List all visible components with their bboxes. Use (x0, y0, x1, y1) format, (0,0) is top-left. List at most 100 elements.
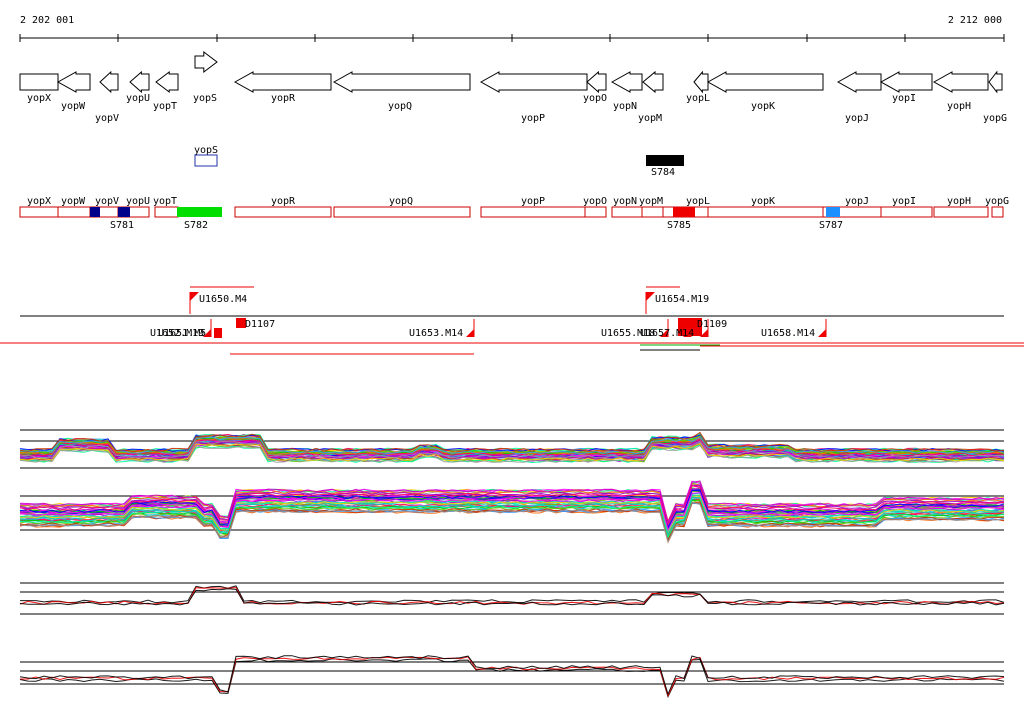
gene-labels: yopX yopW yopV yopU yopT yopS yopR yopQ … (27, 93, 1007, 124)
segment-label-yopX[interactable]: yopX (27, 196, 51, 207)
gene-label-yopO[interactable]: yopO (583, 93, 607, 104)
gene-track (19, 50, 1003, 94)
ruler-ticks (19, 34, 1005, 42)
expression-panel-mid-trace (19, 485, 1005, 526)
transcript-label-U1652[interactable]: U1652.M19 (150, 328, 204, 339)
gene-label-yopH[interactable]: yopH (947, 101, 971, 112)
feature-box-yopS[interactable] (194, 154, 218, 167)
segment-label-yopW[interactable]: yopW (61, 196, 86, 207)
segment-label-yopM[interactable]: yopM (639, 196, 663, 207)
segment-label-yopR[interactable]: yopR (271, 196, 296, 207)
gene-label-yopM[interactable]: yopM (638, 113, 662, 124)
segment-label-yopU[interactable]: yopU (126, 196, 150, 207)
segment-label-yopN[interactable]: yopN (613, 196, 637, 207)
transcript-flag (190, 292, 199, 301)
transcript-flag (818, 329, 826, 337)
expression-panel-mid-trace (19, 501, 1005, 544)
gene-arrow-yopG (988, 70, 1003, 94)
ruler-end-label: 2 212 000 (948, 15, 1002, 26)
gene-label-yopQ[interactable]: yopQ (388, 101, 412, 112)
feature-label-S784[interactable]: S784 (651, 167, 675, 178)
segment-label-yopK[interactable]: yopK (751, 196, 775, 207)
transcript-label-D1107[interactable]: D1107 (245, 319, 275, 330)
gene-label-yopN[interactable]: yopN (613, 101, 637, 112)
transcript-label-D1109[interactable]: D1109 (697, 319, 727, 330)
transcript-label-U1658[interactable]: U1658.M14 (761, 328, 815, 339)
segment-mark-S782 (177, 207, 222, 217)
segment-box-yopT (154, 206, 179, 218)
segment-label-yopH[interactable]: yopH (947, 196, 971, 207)
segment-label-yopJ[interactable]: yopJ (845, 196, 869, 207)
gene-label-yopS[interactable]: yopS (193, 93, 217, 104)
segment-mark-label-S787[interactable]: S787 (819, 220, 843, 231)
segment-label-yopT[interactable]: yopT (153, 196, 177, 207)
segment-mark-label-S785[interactable]: S785 (667, 220, 691, 231)
gene-arrow-yopW (56, 71, 91, 93)
transcript-label-U1651[interactable]: U1651.M5 (158, 328, 206, 339)
expression-panel-mid-trace (19, 480, 1005, 524)
segment-box-yopR (234, 206, 332, 218)
gene-label-yopT[interactable]: yopT (153, 101, 177, 112)
expression-panel-top-trace (19, 436, 1005, 455)
segment-mark-S787 (826, 207, 840, 217)
expression-panel-top-trace (19, 440, 1004, 459)
segment-label-yopL[interactable]: yopL (686, 196, 710, 207)
segment-mark-S781 (118, 207, 130, 217)
gene-arrow-yopK (706, 71, 824, 93)
expression-panel-summary-1-trace (19, 588, 1005, 606)
segment-label-yopQ[interactable]: yopQ (389, 196, 413, 207)
transcript-label-U1654[interactable]: U1654.M19 (655, 294, 709, 305)
segment-label-yopO[interactable]: yopO (583, 196, 607, 207)
feature-track: yopS S784 (194, 145, 684, 178)
segment-label-yopV[interactable]: yopV (95, 196, 119, 207)
segment-mark-label-S782[interactable]: S782 (184, 220, 208, 231)
transcript-track (0, 286, 1024, 355)
transcript-label-U1650[interactable]: U1650.M4 (199, 294, 247, 305)
segment-label-yopP[interactable]: yopP (521, 196, 545, 207)
gene-arrow-yopX (19, 73, 59, 91)
segment-label-yopI[interactable]: yopI (892, 196, 916, 207)
gene-arrow-yopN (610, 71, 643, 93)
gene-label-yopX[interactable]: yopX (27, 93, 51, 104)
gene-arrow-yopM (642, 70, 664, 94)
gene-label-yopJ[interactable]: yopJ (845, 113, 869, 124)
expression-panel-top-trace (20, 439, 1005, 459)
transcript-label-U1655[interactable]: U1655.M18 (601, 328, 655, 339)
segment-label-yopG[interactable]: yopG (985, 196, 1009, 207)
gene-label-yopG[interactable]: yopG (983, 113, 1007, 124)
transcript-flag (203, 329, 211, 337)
feature-box-S784[interactable] (646, 155, 684, 166)
feature-label-yopS[interactable]: yopS (194, 145, 218, 156)
expression-panel-summary-2-trace (19, 658, 1005, 699)
gene-arrow-yopH (932, 71, 989, 93)
gene-arrow-yopJ (836, 71, 882, 93)
gene-arrow-yopV (99, 70, 119, 94)
gene-arrow-yopS (194, 50, 218, 74)
gene-arrow-yopL (693, 70, 709, 94)
expression-panel-top-trace (19, 442, 1005, 462)
segment-mark-label-S781[interactable]: S781 (110, 220, 134, 231)
expression-panel-top (19, 429, 1005, 469)
gene-label-yopI[interactable]: yopI (892, 93, 916, 104)
segment-box-yopM (641, 206, 664, 218)
gene-label-yopK[interactable]: yopK (751, 101, 775, 112)
gene-label-yopL[interactable]: yopL (686, 93, 710, 104)
expression-panel-mid-trace (19, 489, 1005, 529)
segment-box-yopN (611, 206, 643, 218)
gene-arrow-yopI (879, 71, 933, 93)
gene-label-yopR[interactable]: yopR (271, 93, 296, 104)
gene-label-yopW[interactable]: yopW (61, 101, 86, 112)
gene-label-yopP[interactable]: yopP (521, 113, 545, 124)
segment-box-yopP (480, 206, 586, 218)
transcript-label-U1653[interactable]: U1653.M14 (409, 328, 463, 339)
gene-label-yopV[interactable]: yopV (95, 113, 119, 124)
segment-track (19, 206, 1004, 218)
segment-box-yopW (57, 206, 91, 218)
gene-arrow-yopO (586, 70, 607, 94)
expression-panel-top-trace (19, 438, 1005, 457)
expression-panel-summary-1 (19, 582, 1005, 615)
gene-arrow-yopP (479, 71, 588, 93)
transcript-label-U1657[interactable]: U1657.M14 (640, 328, 694, 339)
gene-label-yopU[interactable]: yopU (126, 93, 150, 104)
segment-box-yopI (880, 206, 933, 218)
